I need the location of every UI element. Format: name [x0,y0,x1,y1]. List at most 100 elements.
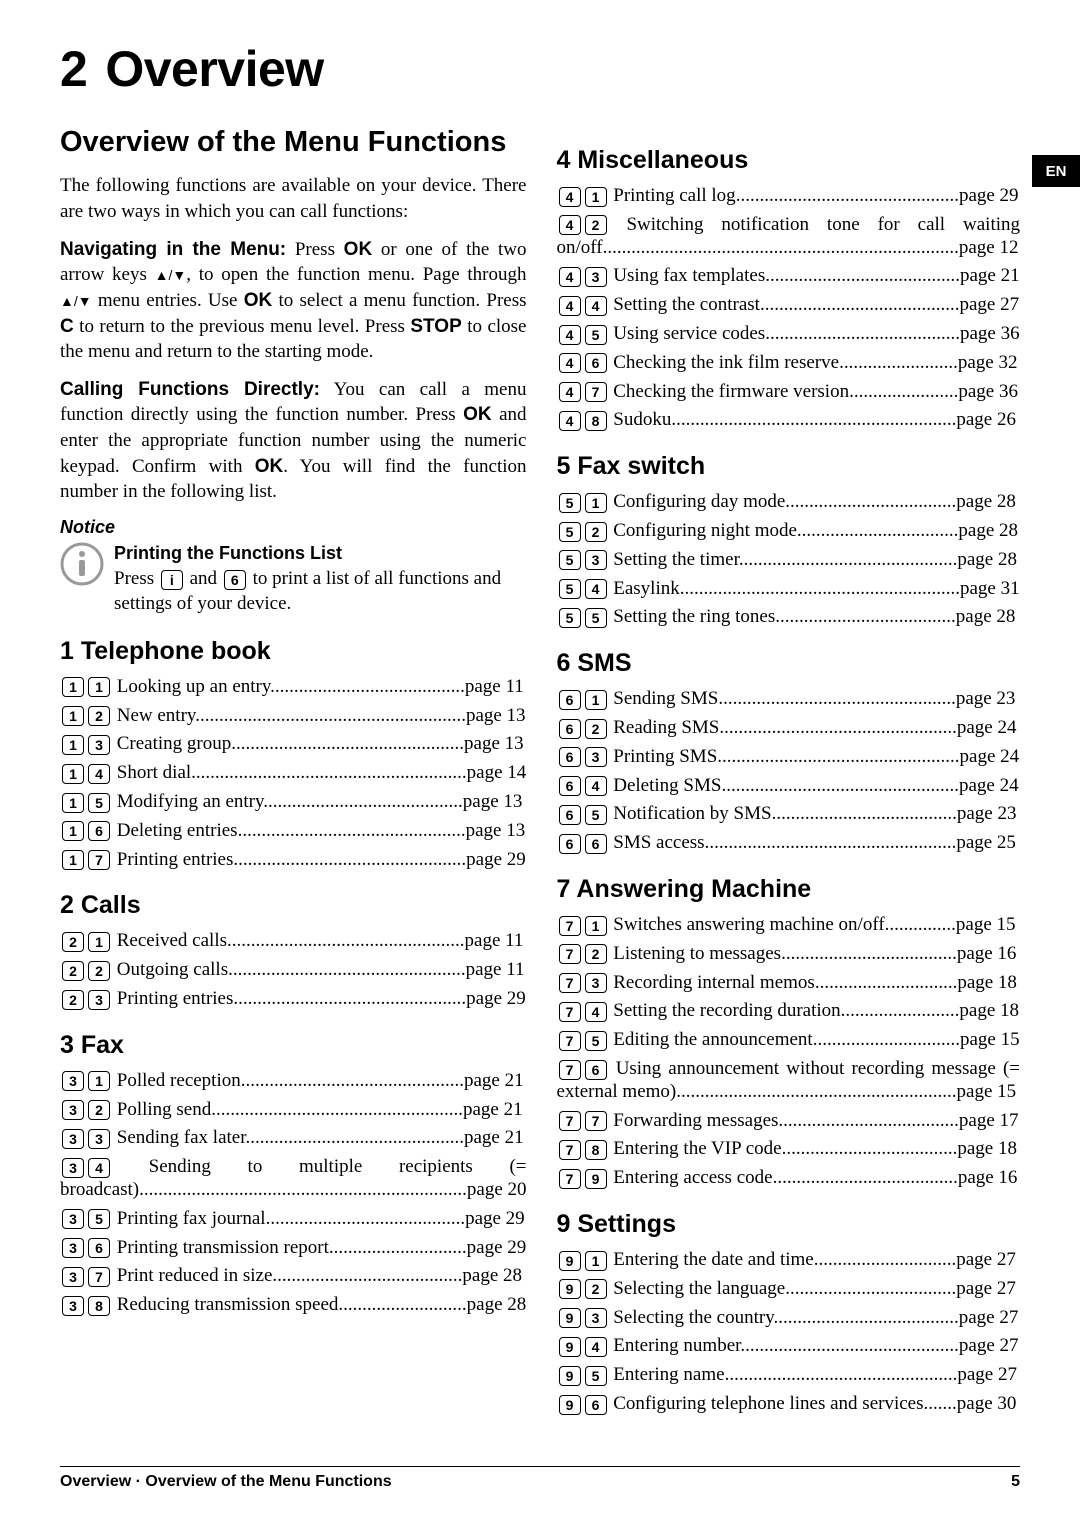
page-reference: page 21 [463,1099,523,1120]
menu-item-label: Notification by SMS [613,803,771,824]
notice-box: Printing the Functions List Press i and … [60,542,527,617]
nav-t4: menu entries. Use [92,290,244,311]
page-reference: page 16 [958,1167,1018,1188]
key-5: 5 [559,608,581,628]
footer-left: Overview · Overview of the Menu Function… [60,1473,392,1491]
page-reference: page 11 [465,676,524,697]
menu-item-label: Polled reception [117,1070,241,1091]
menu-item: 75 Editing the announcement.............… [557,1029,1021,1052]
page-reference: page 21 [960,265,1020,286]
key-1: 1 [585,493,607,513]
menu-item: 35 Printing fax journal.................… [60,1208,527,1231]
menu-item: 12 New entry............................… [60,705,527,728]
key-3: 3 [88,1129,110,1149]
key-4: 4 [559,215,581,235]
menu-item: 31 Polled reception.....................… [60,1070,527,1093]
nav-t3: , to open the function menu. Page throug… [186,264,526,285]
menu-item: 13 Creating group.......................… [60,733,527,756]
page-reference: page 32 [958,352,1018,373]
menu-item-label: Modifying an entry [117,791,264,812]
menu-item: 74 Setting the recording duration.......… [557,1000,1021,1023]
key-3: 3 [62,1071,84,1091]
menu-item: 55 Setting the ring tones...............… [557,606,1021,629]
key-2: 2 [62,961,84,981]
key-6: 6 [559,690,581,710]
key-5: 5 [585,1031,607,1051]
dot-leader: ....... [924,1393,957,1414]
dot-leader: ........................................… [725,1364,958,1385]
key-4: 4 [88,764,110,784]
menu-item: 51 Configuring day mode.................… [557,491,1021,514]
page-reference: page 28 [956,491,1016,512]
menu-item-label: Recording internal memos [613,972,815,993]
key-4: 4 [585,579,607,599]
key-6: 6 [585,1060,607,1080]
key-6: 6 [559,719,581,739]
key-3: 3 [62,1100,84,1120]
page-reference: page 12 [959,237,1019,258]
menu-item-label: Creating group [117,733,232,754]
page-reference: page 28 [462,1265,522,1286]
page-reference: page 28 [956,606,1016,627]
menu-item: 17 Printing entries.....................… [60,849,527,872]
key-3: 3 [62,1296,84,1316]
menu-item-label: Easylink [613,578,680,599]
menu-item-label: Entering access code [613,1167,772,1188]
key-3: 3 [62,1129,84,1149]
key-6: 6 [559,834,581,854]
menu-item-label: Selecting the country [613,1307,773,1328]
nav-t5: to select a menu function. Press [272,290,526,311]
menu-item: 61 Sending SMS..........................… [557,688,1021,711]
page: EN 2Overview Overview of the Menu Functi… [0,0,1080,1529]
menu-item-label: Sending fax later [117,1127,246,1148]
menu-item: 96 Configuring telephone lines and servi… [557,1393,1021,1416]
menu-item-label: Checking the firmware version [613,381,849,402]
page-reference: page 30 [957,1393,1017,1414]
menu-item: 41 Printing call log....................… [557,185,1021,208]
menu-item: 95 Entering name........................… [557,1364,1021,1387]
dot-leader: ........................................… [228,959,466,980]
key-3: 3 [62,1158,84,1178]
key-3: 3 [585,973,607,993]
c-key-text: C [60,316,74,337]
notice-label: Notice [60,517,527,538]
key-7: 7 [559,1060,581,1080]
menu-item-label: Printing entries [117,849,234,870]
key-9: 9 [559,1337,581,1357]
menu-item-label: Printing entries [117,988,234,1009]
menu-item-label: Entering the VIP code [613,1138,781,1159]
key-4: 4 [585,1002,607,1022]
key-7: 7 [559,944,581,964]
group-heading: 2 Calls [60,891,527,920]
menu-item: 14 Short dial...........................… [60,762,527,785]
dot-leader: ....................................... [773,1167,958,1188]
group-heading: 1 Telephone book [60,637,527,666]
menu-item-label: Entering number [613,1335,740,1356]
key-6: 6 [559,747,581,767]
ok-key-text: OK [344,239,373,260]
menu-item-label: Setting the recording duration [613,1000,840,1021]
key-4: 4 [559,325,581,345]
right-column: 4 Miscellaneous41 Printing call log.....… [557,126,1021,1422]
key-1: 1 [62,850,84,870]
menu-item-label: Looking up an entry [117,676,270,697]
page-reference: page 27 [959,1335,1019,1356]
ok-key-text-2: OK [244,290,273,311]
menu-item: 93 Selecting the country................… [557,1307,1021,1330]
menu-item: 72 Listening to messages................… [557,943,1021,966]
key-4: 4 [88,1158,110,1178]
menu-item-label: Received calls [117,930,227,951]
dot-leader: ............................. [329,1237,467,1258]
key-5: 5 [88,1209,110,1229]
page-reference: page 18 [959,1000,1019,1021]
dot-leader: ........................................… [680,578,960,599]
group-heading: 7 Answering Machine [557,875,1021,904]
dot-leader: ........................................… [739,549,958,570]
dot-leader: .............................. [814,1249,957,1270]
page-reference: page 27 [956,1249,1016,1270]
dot-leader: ....................... [849,381,958,402]
menu-item-label: Short dial [117,762,191,783]
menu-item: 44 Setting the contrast.................… [557,294,1021,317]
key-1: 1 [62,793,84,813]
key-7: 7 [88,1267,110,1287]
